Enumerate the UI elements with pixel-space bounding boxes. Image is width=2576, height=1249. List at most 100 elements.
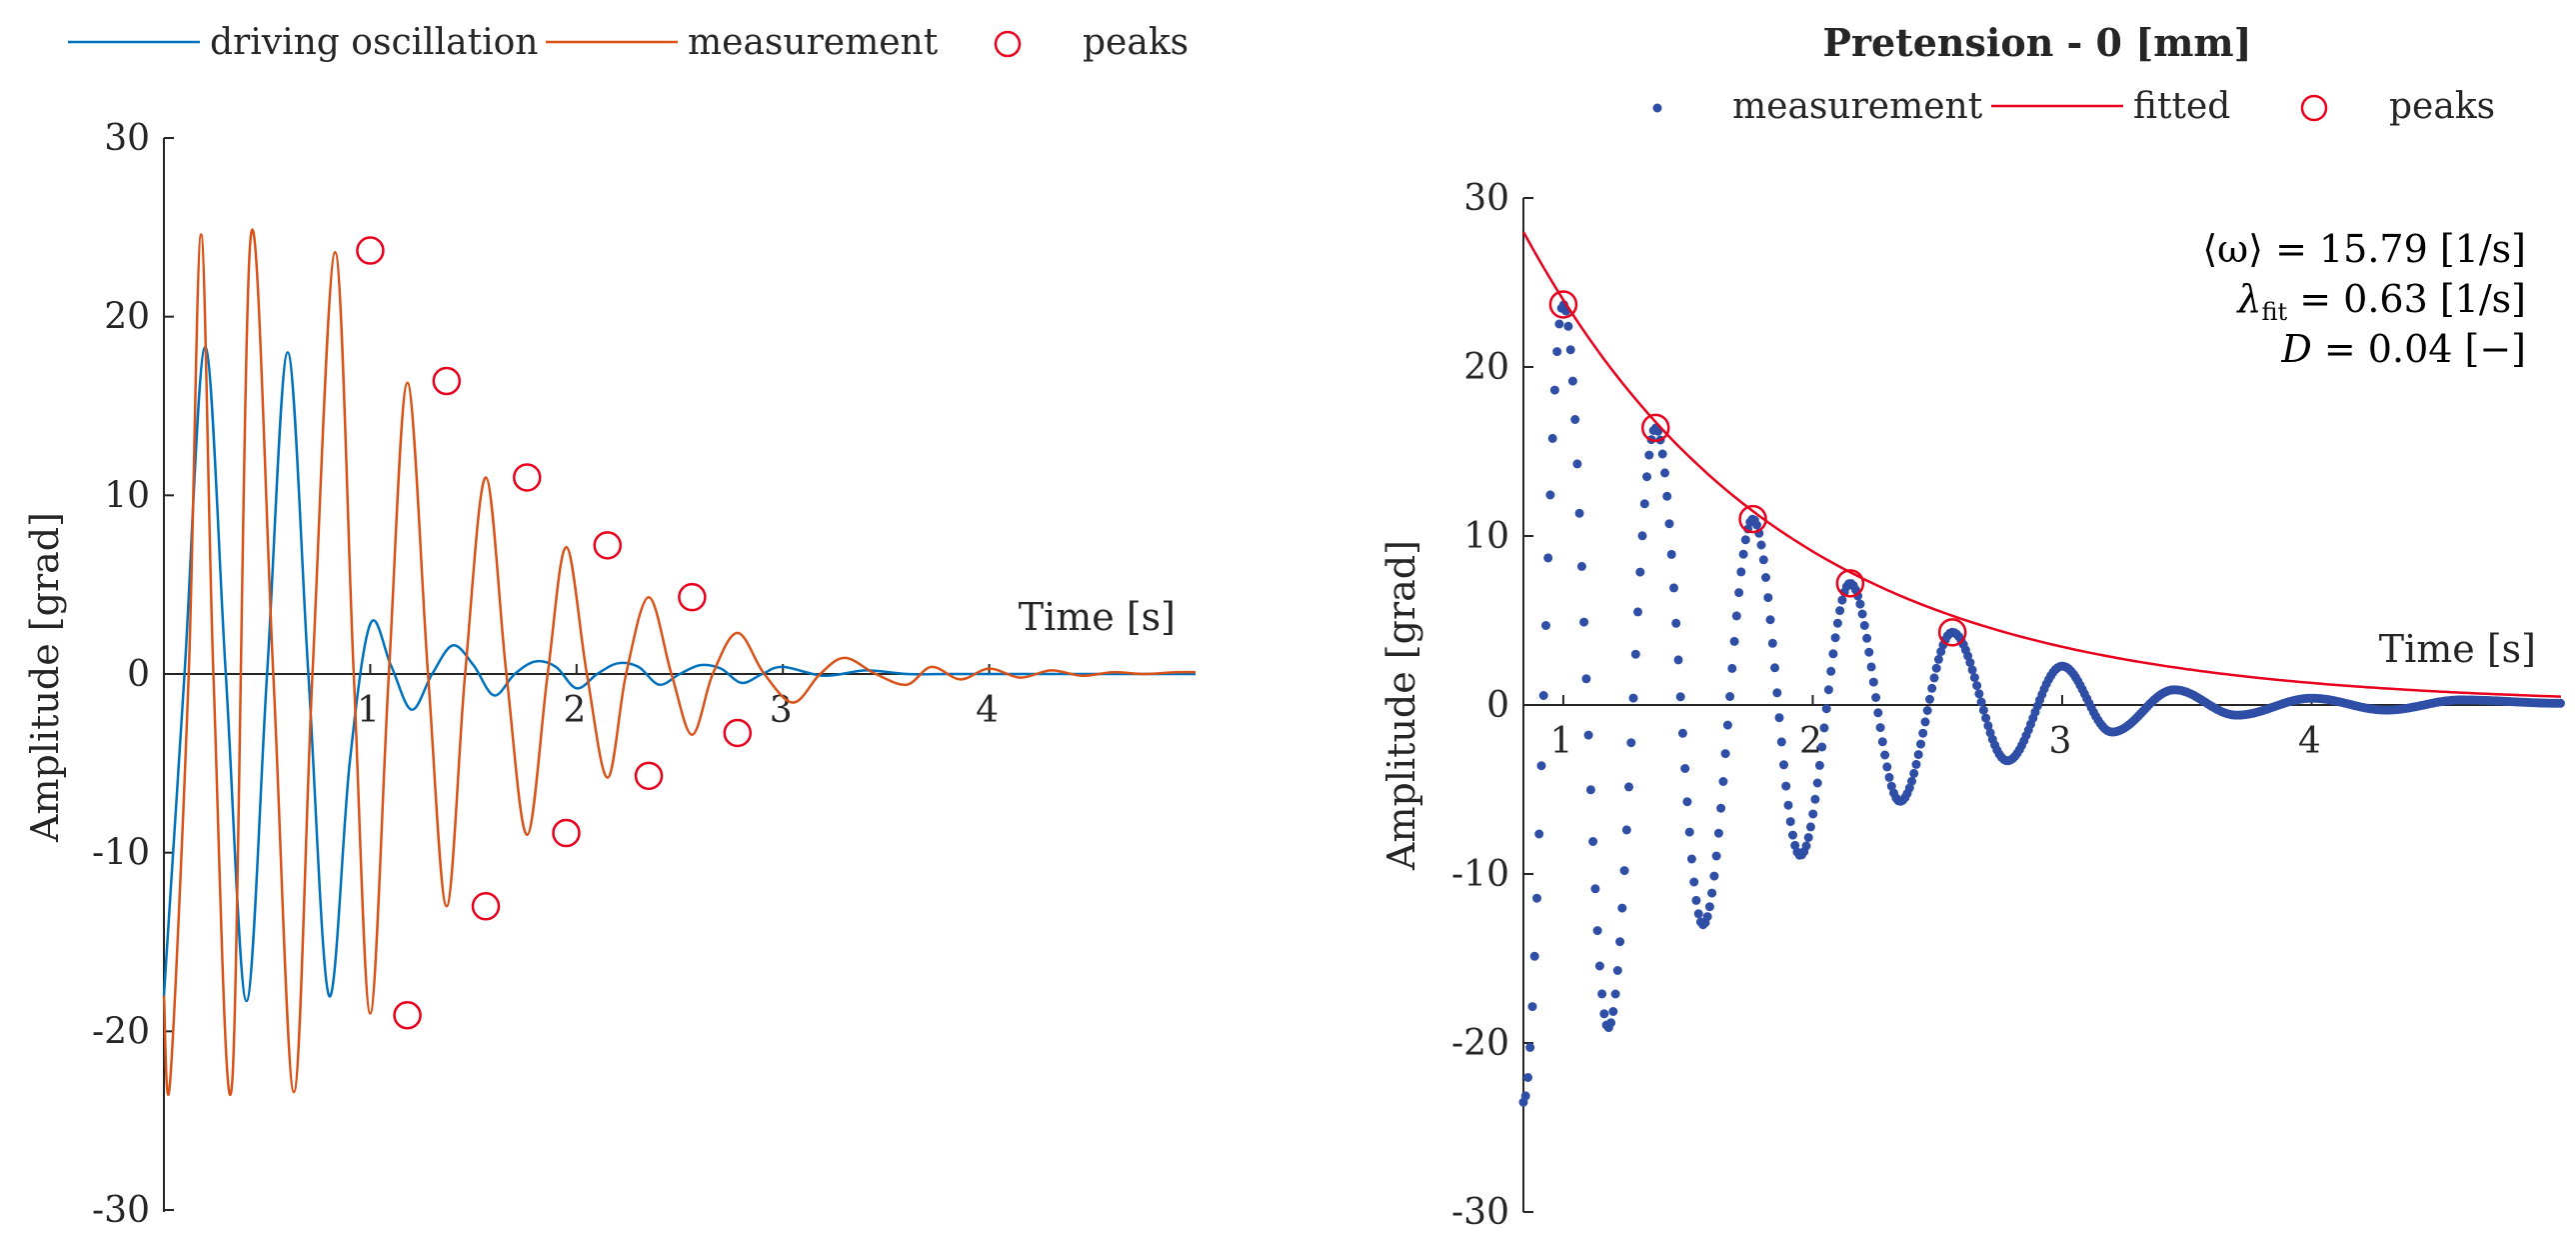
x-tick-label: 4 (976, 690, 999, 731)
measurement-point (1882, 762, 1892, 772)
measurement-point (1662, 491, 1672, 501)
measurement-point (1532, 893, 1541, 903)
measurement-point (1767, 638, 1777, 648)
measurement-point (1871, 693, 1881, 702)
measurement-point (1633, 607, 1642, 617)
measurement-point (1911, 759, 1921, 769)
x-tick-label: 1 (1549, 721, 1572, 762)
legend-swatch-peaks-right (2300, 94, 2328, 122)
measurement-point (1635, 567, 1645, 577)
measurement-point (1761, 573, 1770, 582)
measurement-point (1709, 871, 1719, 881)
left-legend: driving oscillation measurement peaks (68, 22, 1189, 63)
measurement-point (1927, 683, 1937, 693)
measurement-point (1805, 822, 1815, 832)
measurement-point (1931, 663, 1941, 673)
measurement-point (1536, 761, 1546, 771)
measurement-point (1675, 692, 1685, 702)
left-x-axis-label: Time [s] (1019, 595, 1176, 639)
measurement-point (1725, 692, 1735, 701)
measurement-point (1583, 730, 1593, 740)
measurement-point (1803, 833, 1813, 842)
measurement-point (1740, 535, 1750, 545)
measurement-point (1529, 951, 1539, 961)
measurement-point (1965, 658, 1975, 668)
y-tick-label: 30 (104, 118, 150, 159)
measurement-point (1832, 618, 1842, 628)
measurement-point (2556, 698, 2565, 708)
measurement-point (1886, 781, 1896, 791)
legend-swatch-measurement-dot (1652, 103, 1662, 113)
measurement-point (1817, 742, 1827, 752)
measurement-point (1969, 673, 1979, 683)
measurement-point (1673, 655, 1683, 665)
right-chart-title: Pretension - 0 [mm] (1822, 20, 2251, 65)
measurement-point (1877, 737, 1887, 747)
measurement-point (1644, 450, 1654, 460)
series-measurement (162, 228, 1197, 1097)
measurement-point (1873, 708, 1883, 718)
measurement-point (1981, 713, 1991, 723)
y-tick-label: -30 (92, 1190, 150, 1231)
annotation-lambda: λfit = 0.63 [1/s] (2235, 277, 2526, 326)
left-y-axis-label: Amplitude [grad] (23, 512, 67, 843)
measurement-point (1572, 459, 1582, 469)
measurement-point (1731, 611, 1741, 621)
measurement-point (1821, 704, 1831, 714)
measurement-point (1713, 828, 1723, 838)
measurement-point (1758, 555, 1768, 565)
measurement-point (1925, 694, 1934, 704)
measurement-point (1597, 989, 1607, 999)
legend-label-measurement-right: measurement (1732, 86, 1983, 127)
measurement-point (1576, 561, 1586, 571)
y-tick-label: -20 (1451, 1023, 1509, 1064)
legend-label-peaks: peaks (1083, 22, 1189, 63)
measurement-point (1615, 937, 1625, 947)
measurement-point (1727, 663, 1737, 673)
measurement-point (1783, 800, 1793, 810)
measurement-point (1770, 663, 1779, 673)
measurement-point (1599, 1009, 1609, 1019)
measurement-point (1853, 591, 1863, 601)
peak-marker (1640, 413, 1670, 443)
measurement-point (1929, 673, 1939, 683)
measurement-point (1922, 706, 1932, 715)
measurement-point (1666, 549, 1676, 559)
measurement-point (1642, 472, 1651, 482)
measurement-point (1608, 1007, 1618, 1016)
measurement-point (1538, 691, 1548, 700)
series-driving-oscillation (162, 345, 1196, 1003)
measurement-point (1520, 1091, 1530, 1101)
measurement-point (1691, 895, 1701, 905)
measurement-point (1547, 433, 1557, 443)
measurement-point (1682, 797, 1692, 807)
measurement-point (1686, 854, 1696, 864)
measurement-point (1574, 508, 1584, 518)
measurement-point (1720, 749, 1730, 759)
measurement-point (1830, 633, 1840, 643)
measurement-point (1855, 599, 1865, 609)
measurement-point (1612, 966, 1622, 975)
right-y-axis-label: Amplitude [grad] (1379, 540, 1423, 871)
annotation-omega: ⟨ω⟩ = 15.79 [1/s] (2202, 227, 2526, 271)
right-x-ticks: 1 2 3 4 (1549, 695, 2321, 762)
measurement-point (1763, 593, 1773, 603)
measurement-point (1669, 583, 1678, 593)
measurement-point (1776, 737, 1786, 747)
y-tick-label: -30 (1451, 1192, 1509, 1233)
measurement-point (1554, 319, 1564, 329)
y-tick-label: 0 (1486, 685, 1509, 726)
peak-marker (1937, 618, 1967, 647)
measurement-point (1837, 595, 1847, 605)
y-tick-label: -10 (92, 833, 150, 874)
measurement-point (1567, 376, 1577, 386)
measurement-point (1756, 540, 1766, 550)
measurement-point (1808, 809, 1818, 819)
measurement-point (1630, 649, 1640, 659)
measurement-point (1660, 468, 1669, 478)
peak-marker (432, 366, 462, 396)
measurement-point (1581, 674, 1591, 684)
measurement-point (1826, 666, 1836, 676)
left-chart: driving oscillation measurement peaks 30… (23, 22, 1197, 1231)
peak-marker (356, 236, 385, 265)
